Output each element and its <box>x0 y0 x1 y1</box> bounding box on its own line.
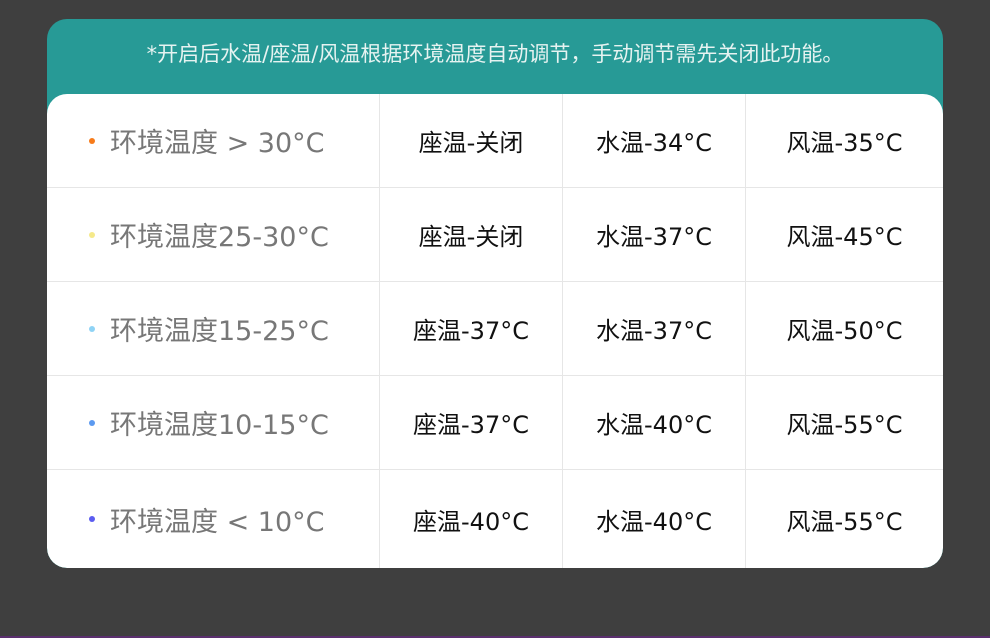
temperature-card: *开启后水温/座温/风温根据环境温度自动调节，手动调节需先关闭此功能。 环境温度… <box>47 19 943 568</box>
bottom-divider <box>0 636 990 638</box>
env-cell: 环境温度25-30°C <box>47 188 379 281</box>
seat-temp-cell: 座温-37°C <box>379 282 562 375</box>
air-temp-cell: 风温-35°C <box>745 94 943 187</box>
table-row: 环境温度 > 30°C 座温-关闭 水温-34°C 风温-35°C <box>47 94 943 188</box>
bullet-icon <box>89 516 95 522</box>
bullet-icon <box>89 137 95 144</box>
bullet-icon <box>89 419 95 426</box>
env-label: 环境温度 > 30°C <box>110 128 325 159</box>
air-temp-cell: 风温-45°C <box>745 188 943 281</box>
table-row: 环境温度 < 10°C 座温-40°C 水温-40°C 风温-55°C <box>47 470 943 568</box>
auto-adjust-note: *开启后水温/座温/风温根据环境温度自动调节，手动调节需先关闭此功能。 <box>146 42 844 66</box>
env-label: 环境温度25-30°C <box>110 222 329 253</box>
env-cell: 环境温度15-25°C <box>47 282 379 375</box>
env-label: 环境温度15-25°C <box>110 316 329 347</box>
air-temp-cell: 风温-55°C <box>745 376 943 469</box>
seat-temp-cell: 座温-关闭 <box>379 188 562 281</box>
water-temp-cell: 水温-40°C <box>562 376 745 469</box>
water-temp-cell: 水温-37°C <box>562 282 745 375</box>
table-row: 环境温度15-25°C 座温-37°C 水温-37°C 风温-50°C <box>47 282 943 376</box>
air-temp-cell: 风温-50°C <box>745 282 943 375</box>
table-row: 环境温度25-30°C 座温-关闭 水温-37°C 风温-45°C <box>47 188 943 282</box>
temperature-table: 环境温度 > 30°C 座温-关闭 水温-34°C 风温-35°C 环境温度25-… <box>47 94 943 568</box>
env-label: 环境温度 < 10°C <box>110 506 325 538</box>
water-temp-cell: 水温-34°C <box>562 94 745 187</box>
seat-temp-cell: 座温-40°C <box>379 470 562 568</box>
water-temp-cell: 水温-37°C <box>562 188 745 281</box>
seat-temp-cell: 座温-关闭 <box>379 94 562 187</box>
water-temp-cell: 水温-40°C <box>562 470 745 568</box>
seat-temp-cell: 座温-37°C <box>379 376 562 469</box>
bullet-icon <box>89 325 95 332</box>
bullet-icon <box>89 231 95 238</box>
air-temp-cell: 风温-55°C <box>745 470 943 568</box>
env-cell: 环境温度 < 10°C <box>47 470 379 568</box>
env-cell: 环境温度10-15°C <box>47 376 379 469</box>
table-row: 环境温度10-15°C 座温-37°C 水温-40°C 风温-55°C <box>47 376 943 470</box>
env-cell: 环境温度 > 30°C <box>47 94 379 187</box>
env-label: 环境温度10-15°C <box>110 410 329 441</box>
